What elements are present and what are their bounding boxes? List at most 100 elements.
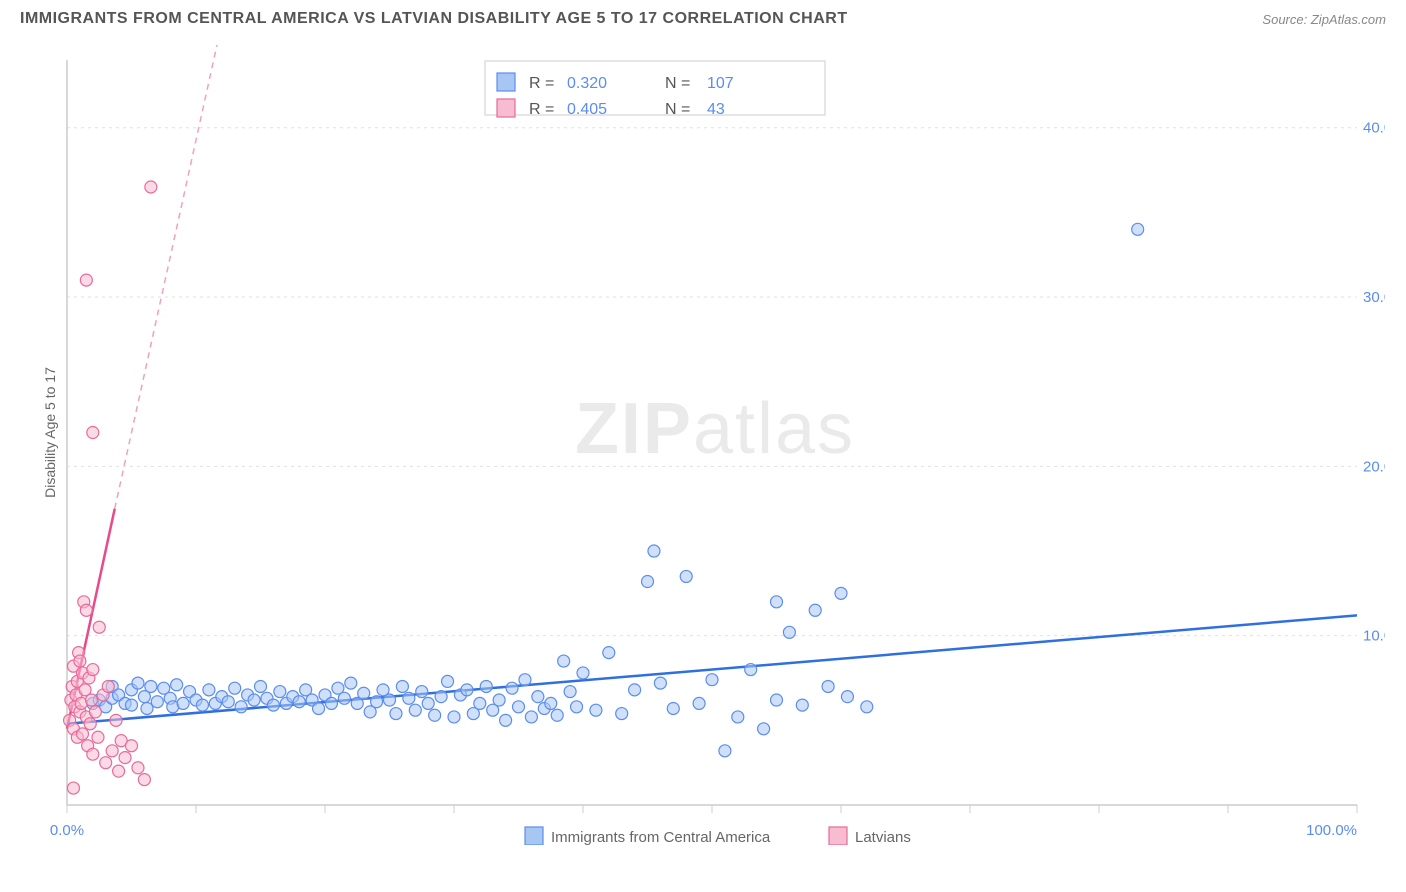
source-attribution: Source: ZipAtlas.com xyxy=(1262,12,1386,27)
data-point xyxy=(76,728,88,740)
data-point xyxy=(171,679,183,691)
data-point xyxy=(100,757,112,769)
data-point xyxy=(719,745,731,757)
data-point xyxy=(590,704,602,716)
legend-r-label: R = xyxy=(529,101,554,118)
data-point xyxy=(577,667,589,679)
data-point xyxy=(113,765,125,777)
data-point xyxy=(84,718,96,730)
data-point xyxy=(89,706,101,718)
data-point xyxy=(87,427,99,439)
data-point xyxy=(87,664,99,676)
data-point xyxy=(442,675,454,687)
data-point xyxy=(416,686,428,698)
data-point xyxy=(603,647,615,659)
data-point xyxy=(151,696,163,708)
data-point xyxy=(196,699,208,711)
data-point xyxy=(629,684,641,696)
data-point xyxy=(525,711,537,723)
data-point xyxy=(235,701,247,713)
data-point xyxy=(409,704,421,716)
data-point xyxy=(796,699,808,711)
data-point xyxy=(126,699,138,711)
data-point xyxy=(783,626,795,638)
trend-line-latvians-dash xyxy=(115,45,274,509)
y-axis-tick-label: 20.0% xyxy=(1363,458,1385,475)
data-point xyxy=(338,692,350,704)
data-point xyxy=(500,714,512,726)
data-point xyxy=(141,702,153,714)
data-point xyxy=(835,587,847,599)
data-point xyxy=(545,697,557,709)
data-point xyxy=(106,745,118,757)
data-point xyxy=(255,680,267,692)
data-point xyxy=(358,687,370,699)
legend-r-value: 0.405 xyxy=(567,101,607,118)
data-point xyxy=(564,686,576,698)
data-point xyxy=(145,680,157,692)
data-point xyxy=(80,604,92,616)
y-axis-title: Disability Age 5 to 17 xyxy=(45,367,58,498)
data-point xyxy=(616,708,628,720)
data-point xyxy=(248,694,260,706)
data-point xyxy=(93,621,105,633)
data-point xyxy=(841,691,853,703)
data-point xyxy=(648,545,660,557)
data-point xyxy=(293,696,305,708)
data-point xyxy=(384,694,396,706)
data-point xyxy=(229,682,241,694)
data-point xyxy=(222,696,234,708)
data-point xyxy=(667,702,679,714)
data-point xyxy=(706,674,718,686)
legend-n-label: N = xyxy=(665,75,690,92)
data-point xyxy=(429,709,441,721)
data-point xyxy=(345,677,357,689)
source-link[interactable]: ZipAtlas.com xyxy=(1311,12,1386,27)
chart-area: 0.0%100.0%10.0%20.0%30.0%40.0%Disability… xyxy=(45,45,1385,845)
legend-swatch xyxy=(525,827,543,845)
data-point xyxy=(474,697,486,709)
data-point xyxy=(67,782,79,794)
data-point xyxy=(177,697,189,709)
y-axis-tick-label: 40.0% xyxy=(1363,120,1385,137)
y-axis-tick-label: 30.0% xyxy=(1363,289,1385,306)
x-axis-max-label: 100.0% xyxy=(1306,822,1357,839)
legend-n-value: 43 xyxy=(707,101,725,118)
data-point xyxy=(461,684,473,696)
data-point xyxy=(571,701,583,713)
data-point xyxy=(551,709,563,721)
data-point xyxy=(102,680,114,692)
data-point xyxy=(822,680,834,692)
data-point xyxy=(732,711,744,723)
header: IMMIGRANTS FROM CENTRAL AMERICA VS LATVI… xyxy=(0,0,1406,33)
data-point xyxy=(132,762,144,774)
legend-series-label: Latvians xyxy=(855,829,911,845)
y-axis-tick-label: 10.0% xyxy=(1363,628,1385,645)
chart-title: IMMIGRANTS FROM CENTRAL AMERICA VS LATVI… xyxy=(20,10,848,28)
data-point xyxy=(390,708,402,720)
data-point xyxy=(558,655,570,667)
legend-swatch xyxy=(829,827,847,845)
data-point xyxy=(513,701,525,713)
data-point xyxy=(519,674,531,686)
data-point xyxy=(480,680,492,692)
data-point xyxy=(92,731,104,743)
data-point xyxy=(86,694,98,706)
data-point xyxy=(680,570,692,582)
legend-series-label: Immigrants from Central America xyxy=(551,829,771,845)
trend-line-central-america xyxy=(67,615,1357,723)
scatter-chart: 0.0%100.0%10.0%20.0%30.0%40.0%Disability… xyxy=(45,45,1385,845)
data-point xyxy=(861,701,873,713)
data-point xyxy=(87,748,99,760)
data-point xyxy=(1132,223,1144,235)
legend-n-value: 107 xyxy=(707,75,734,92)
data-point xyxy=(745,664,757,676)
data-point xyxy=(809,604,821,616)
data-point xyxy=(203,684,215,696)
data-point xyxy=(532,691,544,703)
legend-n-label: N = xyxy=(665,101,690,118)
data-point xyxy=(435,691,447,703)
data-point xyxy=(396,680,408,692)
data-point xyxy=(138,774,150,786)
data-point xyxy=(145,181,157,193)
